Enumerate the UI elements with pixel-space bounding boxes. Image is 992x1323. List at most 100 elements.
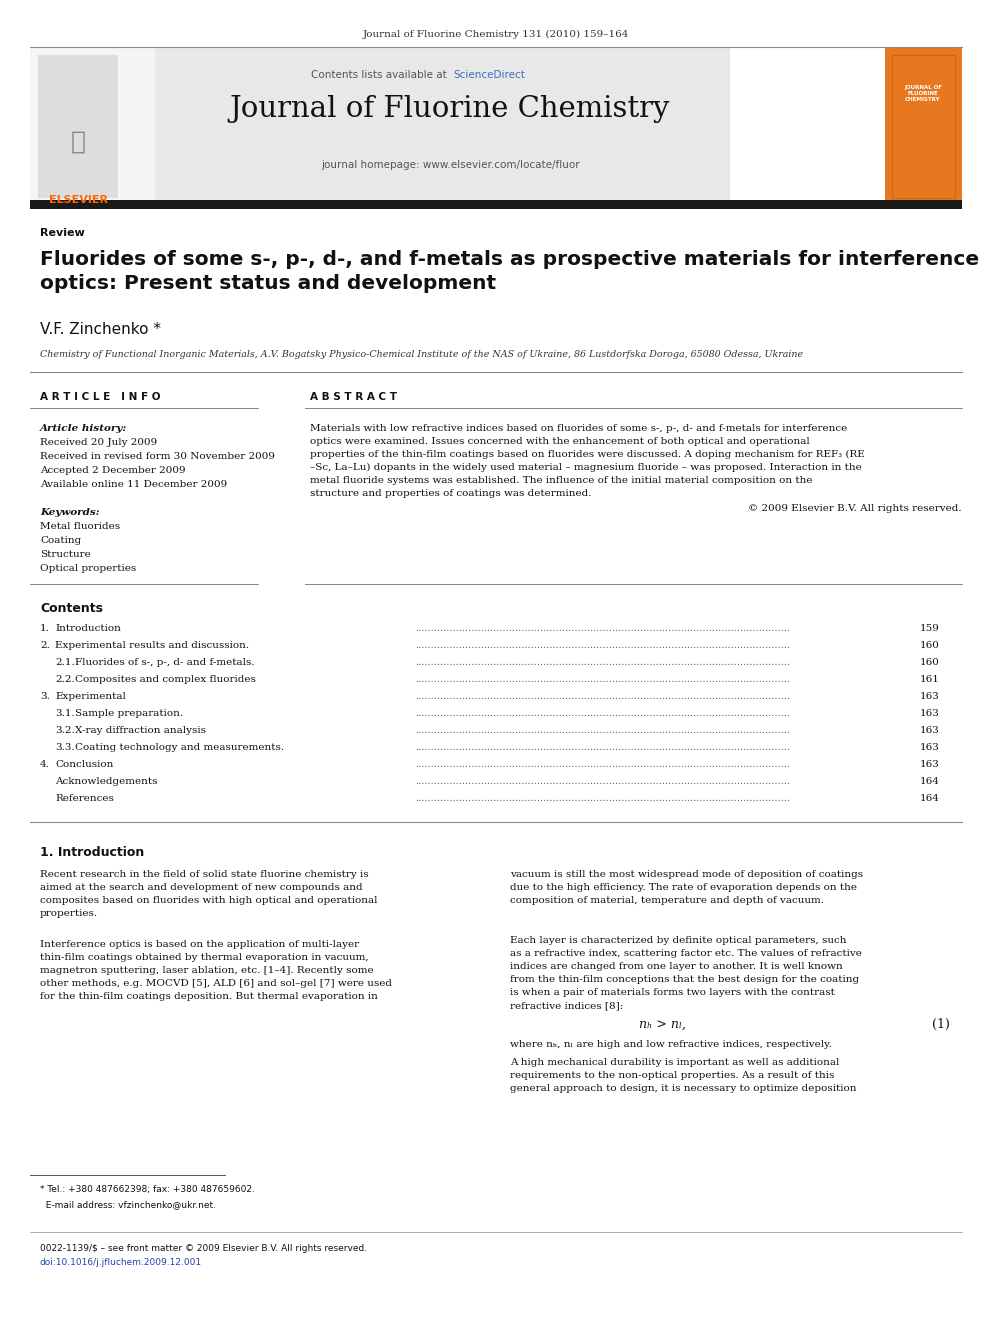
Text: Metal fluorides: Metal fluorides: [40, 523, 120, 531]
Text: ................................................................................: ........................................…: [415, 658, 790, 667]
Text: from the thin-film conceptions that the best design for the coating: from the thin-film conceptions that the …: [510, 975, 859, 984]
Text: Chemistry of Functional Inorganic Materials, A.V. Bogatsky Physico-Chemical Inst: Chemistry of Functional Inorganic Materi…: [40, 351, 804, 359]
Text: A high mechanical durability is important as well as additional: A high mechanical durability is importan…: [510, 1058, 839, 1068]
Text: ................................................................................: ........................................…: [415, 675, 790, 684]
Text: Structure: Structure: [40, 550, 90, 560]
Text: Journal of Fluorine Chemistry: Journal of Fluorine Chemistry: [230, 95, 671, 123]
Text: Received in revised form 30 November 2009: Received in revised form 30 November 200…: [40, 452, 275, 460]
Text: ................................................................................: ........................................…: [415, 642, 790, 650]
Bar: [30, 200, 962, 209]
Text: Experimental: Experimental: [55, 692, 126, 701]
Bar: [38, 56, 118, 198]
Text: ................................................................................: ........................................…: [415, 726, 790, 736]
Text: nₕ > nₗ,: nₕ > nₗ,: [639, 1017, 685, 1031]
Text: Materials with low refractive indices based on fluorides of some s-, p-, d- and : Materials with low refractive indices ba…: [310, 423, 847, 433]
Text: Contents lists available at: Contents lists available at: [311, 70, 450, 79]
Text: Contents: Contents: [40, 602, 103, 615]
Text: 164: 164: [921, 777, 940, 786]
Text: References: References: [55, 794, 114, 803]
Text: * Tel.: +380 487662398; fax: +380 487659602.: * Tel.: +380 487662398; fax: +380 487659…: [40, 1185, 255, 1193]
Text: X-ray diffraction analysis: X-ray diffraction analysis: [75, 726, 206, 736]
Text: Article history:: Article history:: [40, 423, 127, 433]
Text: indices are changed from one layer to another. It is well known: indices are changed from one layer to an…: [510, 962, 843, 971]
Text: Journal of Fluorine Chemistry 131 (2010) 159–164: Journal of Fluorine Chemistry 131 (2010)…: [363, 30, 629, 40]
Text: 0022-1139/$ – see front matter © 2009 Elsevier B.V. All rights reserved.: 0022-1139/$ – see front matter © 2009 El…: [40, 1244, 367, 1253]
Text: journal homepage: www.elsevier.com/locate/fluor: journal homepage: www.elsevier.com/locat…: [320, 160, 579, 169]
Text: due to the high efficiency. The rate of evaporation depends on the: due to the high efficiency. The rate of …: [510, 882, 857, 892]
Text: refractive indices [8]:: refractive indices [8]:: [510, 1002, 623, 1009]
Text: thin-film coatings obtained by thermal evaporation in vacuum,: thin-film coatings obtained by thermal e…: [40, 953, 369, 962]
Text: 163: 163: [921, 759, 940, 769]
Text: ................................................................................: ........................................…: [415, 744, 790, 751]
Text: Conclusion: Conclusion: [55, 759, 113, 769]
Text: Accepted 2 December 2009: Accepted 2 December 2009: [40, 466, 186, 475]
Text: as a refractive index, scattering factor etc. The values of refractive: as a refractive index, scattering factor…: [510, 949, 862, 958]
Text: Fluorides of s-, p-, d- and f-metals.: Fluorides of s-, p-, d- and f-metals.: [75, 658, 255, 667]
Text: 3.3.: 3.3.: [55, 744, 74, 751]
Text: ................................................................................: ........................................…: [415, 777, 790, 786]
Text: (1): (1): [932, 1017, 950, 1031]
Text: Experimental results and discussion.: Experimental results and discussion.: [55, 642, 249, 650]
Text: 2.1.: 2.1.: [55, 658, 74, 667]
Text: 2.: 2.: [40, 642, 50, 650]
Text: 3.1.: 3.1.: [55, 709, 74, 718]
Text: A R T I C L E   I N F O: A R T I C L E I N F O: [40, 392, 161, 402]
Text: aimed at the search and development of new compounds and: aimed at the search and development of n…: [40, 882, 363, 892]
Text: Fluorides of some s-, p-, d-, and f-metals as prospective materials for interfer: Fluorides of some s-, p-, d-, and f-meta…: [40, 250, 979, 294]
Text: 161: 161: [921, 675, 940, 684]
Text: Coating technology and measurements.: Coating technology and measurements.: [75, 744, 284, 751]
Text: 4.: 4.: [40, 759, 50, 769]
Bar: [892, 56, 955, 198]
Text: 163: 163: [921, 744, 940, 751]
Text: Sample preparation.: Sample preparation.: [75, 709, 184, 718]
Text: E-mail address: vfzinchenko@ukr.net.: E-mail address: vfzinchenko@ukr.net.: [40, 1200, 216, 1209]
Text: metal fluoride systems was established. The influence of the initial material co: metal fluoride systems was established. …: [310, 476, 812, 486]
Text: V.F. Zinchenko *: V.F. Zinchenko *: [40, 321, 161, 337]
Text: general approach to design, it is necessary to optimize deposition: general approach to design, it is necess…: [510, 1084, 856, 1093]
Text: Acknowledgements: Acknowledgements: [55, 777, 158, 786]
Text: 159: 159: [921, 624, 940, 632]
Text: 163: 163: [921, 709, 940, 718]
Text: Interference optics is based on the application of multi-layer: Interference optics is based on the appl…: [40, 941, 359, 949]
Text: Received 20 July 2009: Received 20 July 2009: [40, 438, 158, 447]
Text: structure and properties of coatings was determined.: structure and properties of coatings was…: [310, 490, 591, 497]
Text: ................................................................................: ........................................…: [415, 759, 790, 769]
Text: magnetron sputtering, laser ablation, etc. [1–4]. Recently some: magnetron sputtering, laser ablation, et…: [40, 966, 374, 975]
Text: 3.2.: 3.2.: [55, 726, 74, 736]
Text: ................................................................................: ........................................…: [415, 624, 790, 632]
Text: Composites and complex fluorides: Composites and complex fluorides: [75, 675, 256, 684]
Text: 160: 160: [921, 658, 940, 667]
Bar: [30, 48, 155, 200]
Bar: [155, 48, 730, 200]
Text: other methods, e.g. MOCVD [5], ALD [6] and sol–gel [7] were used: other methods, e.g. MOCVD [5], ALD [6] a…: [40, 979, 392, 988]
Text: ................................................................................: ........................................…: [415, 794, 790, 803]
Text: © 2009 Elsevier B.V. All rights reserved.: © 2009 Elsevier B.V. All rights reserved…: [748, 504, 962, 513]
Text: A B S T R A C T: A B S T R A C T: [310, 392, 397, 402]
Text: 163: 163: [921, 726, 940, 736]
Text: requirements to the non-optical properties. As a result of this: requirements to the non-optical properti…: [510, 1072, 834, 1080]
Text: 160: 160: [921, 642, 940, 650]
Text: optics were examined. Issues concerned with the enhancement of both optical and : optics were examined. Issues concerned w…: [310, 437, 809, 446]
Text: Available online 11 December 2009: Available online 11 December 2009: [40, 480, 227, 490]
Text: Coating: Coating: [40, 536, 81, 545]
Text: ScienceDirect: ScienceDirect: [453, 70, 525, 79]
Text: 🌳: 🌳: [70, 130, 85, 153]
Text: 163: 163: [921, 692, 940, 701]
Text: 3.: 3.: [40, 692, 50, 701]
Text: for the thin-film coatings deposition. But thermal evaporation in: for the thin-film coatings deposition. B…: [40, 992, 378, 1002]
Text: –Sc, La–Lu) dopants in the widely used material – magnesium fluoride – was propo: –Sc, La–Lu) dopants in the widely used m…: [310, 463, 862, 472]
Text: 1. Introduction: 1. Introduction: [40, 845, 144, 859]
Text: properties of the thin-film coatings based on fluorides were discussed. A doping: properties of the thin-film coatings bas…: [310, 450, 865, 459]
Text: Each layer is characterized by definite optical parameters, such: Each layer is characterized by definite …: [510, 935, 846, 945]
Text: ELSEVIER: ELSEVIER: [49, 194, 107, 205]
Text: is when a pair of materials forms two layers with the contrast: is when a pair of materials forms two la…: [510, 988, 835, 998]
Text: composites based on fluorides with high optical and operational: composites based on fluorides with high …: [40, 896, 378, 905]
Text: Optical properties: Optical properties: [40, 564, 136, 573]
Text: ................................................................................: ........................................…: [415, 692, 790, 701]
Text: 164: 164: [921, 794, 940, 803]
Text: 1.: 1.: [40, 624, 50, 632]
Text: Keywords:: Keywords:: [40, 508, 99, 517]
Text: 2.2.: 2.2.: [55, 675, 74, 684]
Text: where nₕ, nₗ are high and low refractive indices, respectively.: where nₕ, nₗ are high and low refractive…: [510, 1040, 832, 1049]
Text: Recent research in the field of solid state fluorine chemistry is: Recent research in the field of solid st…: [40, 871, 369, 878]
